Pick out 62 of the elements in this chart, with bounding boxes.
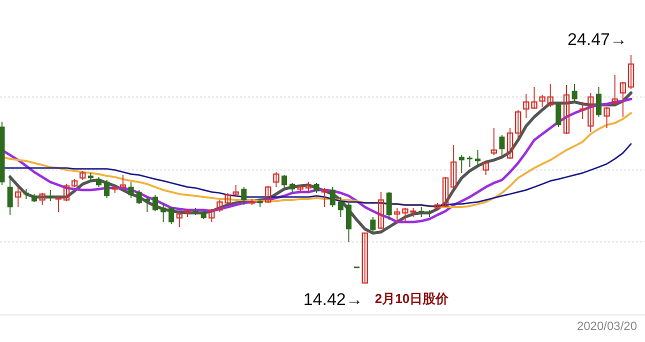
- candlestick: [482, 162, 489, 176]
- candlestick: [128, 182, 134, 198]
- candlestick: [55, 196, 62, 212]
- candlestick: [176, 212, 183, 228]
- candlestick: [596, 86, 602, 118]
- candlestick: [281, 174, 287, 190]
- candlestick: [88, 172, 94, 183]
- candlestick: [418, 206, 424, 218]
- candlestick: [580, 101, 586, 120]
- candlestick: [160, 202, 166, 222]
- candlestick: [386, 192, 392, 220]
- candlestick: [265, 185, 272, 204]
- candlestick: [604, 106, 610, 129]
- candlestick: [370, 216, 376, 234]
- candlestick: [620, 81, 626, 118]
- candlestick: [80, 170, 86, 181]
- candlestick: [63, 184, 70, 202]
- candlestick: [556, 102, 562, 128]
- candlestick: [362, 232, 368, 284]
- candlestick: [232, 184, 239, 198]
- candlestick: [104, 180, 110, 198]
- candlestick: [506, 128, 514, 160]
- candlestick: [450, 144, 457, 188]
- candlestick: [458, 154, 464, 174]
- candlestick: [96, 176, 102, 188]
- candlestick: [515, 109, 522, 139]
- text: 2020/03/20: [576, 319, 638, 333]
- candlestick: [305, 182, 312, 193]
- candlestick: [136, 189, 142, 205]
- candlestick: [168, 206, 174, 225]
- text: 14.42→: [303, 290, 363, 309]
- candlestick: [628, 54, 634, 90]
- candlestick: [539, 94, 546, 108]
- candlestick: [144, 196, 150, 212]
- candlestick: [314, 182, 320, 194]
- candlestick: [466, 155, 472, 168]
- candlestick: [330, 186, 336, 208]
- candlestick: [120, 174, 126, 190]
- candlestick: [273, 172, 280, 188]
- candlestick: [442, 176, 449, 208]
- candlestick: [290, 182, 296, 193]
- candlestick: [378, 192, 384, 230]
- candlestick: [475, 150, 481, 168]
- candlestick: [338, 196, 344, 218]
- candlestick: [612, 74, 618, 106]
- candlestick: [490, 128, 498, 156]
- candlestick: [321, 187, 328, 208]
- candlestick: [7, 174, 13, 216]
- candlestick: [15, 186, 22, 208]
- candlestick: [547, 84, 554, 108]
- candlestick: [39, 192, 46, 206]
- candlestick: [48, 189, 54, 202]
- text: 2月10日股价: [374, 291, 450, 306]
- text: 24.47→: [567, 30, 627, 49]
- candlestick: [241, 186, 247, 206]
- candlestick: [499, 134, 505, 158]
- candlestick: [563, 84, 570, 134]
- candlestick: [152, 194, 158, 212]
- candlestick: [588, 92, 594, 132]
- candlestick: [23, 188, 29, 200]
- candlestick: [572, 84, 578, 102]
- candlestick: [394, 207, 400, 224]
